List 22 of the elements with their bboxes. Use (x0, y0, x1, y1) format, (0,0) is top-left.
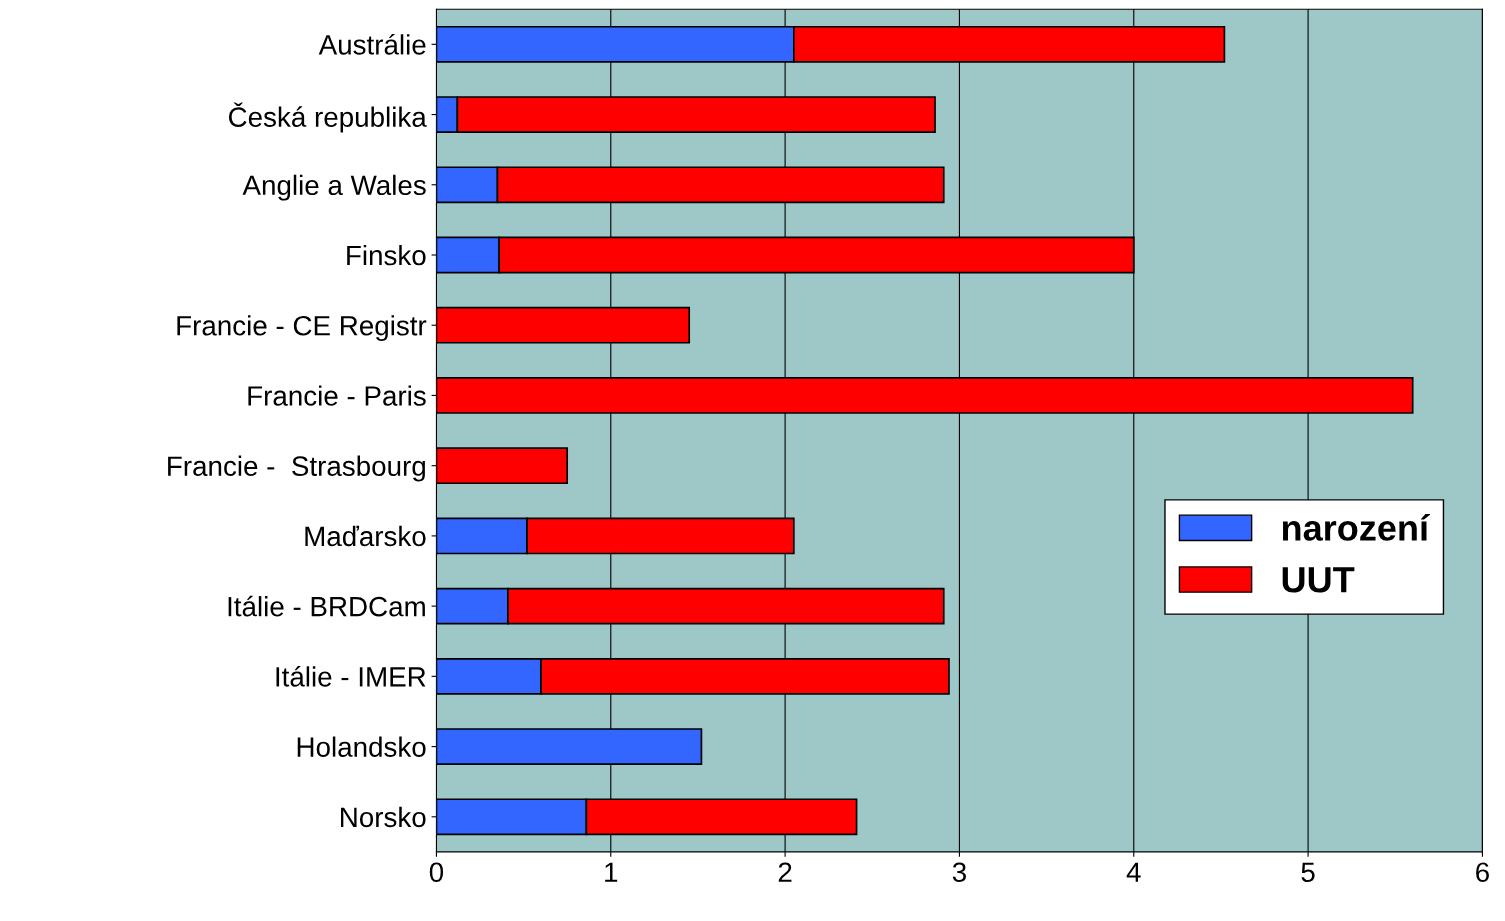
x-tick-label: 6 (1476, 862, 1489, 883)
y-tick-label: Francie - CE Registr (177, 315, 427, 342)
legend-label: narození (1282, 513, 1431, 541)
x-tick-label: 3 (952, 862, 966, 883)
x-tick-label: 1 (605, 862, 618, 882)
y-tick-label: Itálie - IMER (276, 665, 426, 687)
y-tick-label: Norsko (341, 806, 426, 828)
bar (436, 447, 569, 485)
x-tick-label: 5 (1301, 862, 1315, 883)
y-tick-label: Anglie a Wales (242, 174, 426, 201)
x-tick-label: 4 (1126, 862, 1141, 882)
y-tick-label: Francie - Strasbourg (168, 455, 425, 482)
y-tick-label: Holandsko (297, 736, 426, 757)
y-tick-label: Itálie - BRDCam (228, 595, 425, 617)
y-tick-label: Francie - Paris (248, 385, 426, 406)
x-tick-label: 2 (778, 862, 792, 882)
legend-label: UUT (1282, 567, 1355, 593)
x-tick-label: 0 (429, 862, 444, 883)
y-tick-label: Finsko (347, 244, 426, 266)
y-tick-label: Česká republika (228, 102, 427, 133)
y-tick-label: Maďarsko (305, 525, 426, 547)
y-tick-label: Austrálie (318, 33, 426, 55)
